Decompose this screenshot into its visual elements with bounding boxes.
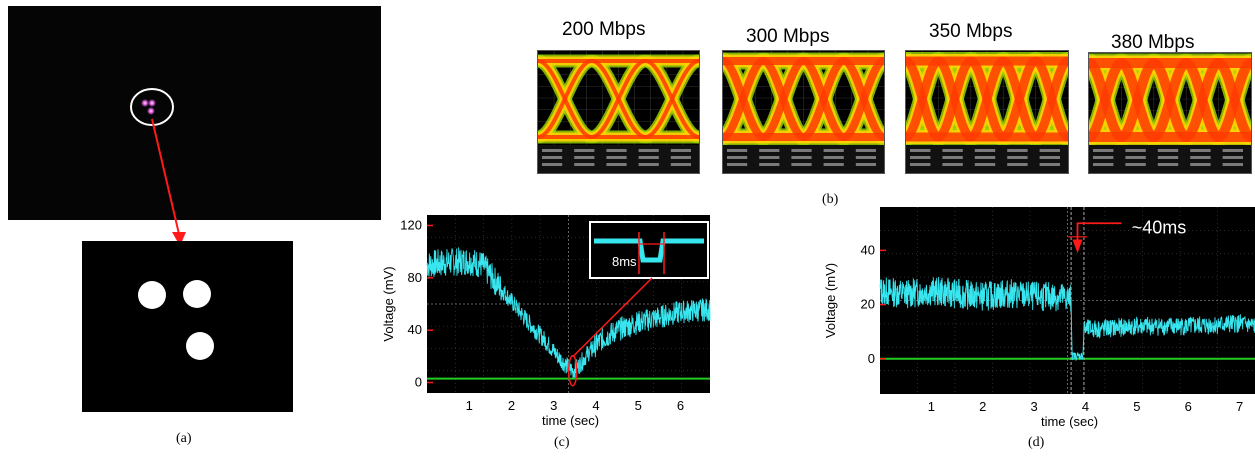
x-tick-label: 2 — [979, 399, 986, 414]
x-tick-label: 4 — [1082, 399, 1089, 414]
y-tick-label: 120 — [400, 217, 422, 232]
caption-b: (b) — [822, 192, 839, 207]
y-tick-label: 40 — [861, 242, 875, 257]
binarized-image — [82, 241, 293, 412]
x-axis-label: time (sec) — [1041, 414, 1098, 429]
eye-traces — [723, 52, 884, 146]
eye-svg — [1089, 53, 1251, 173]
camera-frame — [8, 6, 381, 220]
rate-label-380: 380 Mbps — [1111, 32, 1195, 53]
rate-label-300: 300 Mbps — [746, 26, 830, 47]
caption-a: (a) — [176, 431, 192, 446]
camera-frame-svg — [130, 88, 174, 126]
zoom-inset — [589, 221, 709, 279]
x-tick-label: 1 — [466, 398, 473, 413]
y-tick-label: 20 — [861, 297, 875, 312]
y-tick-label: 80 — [408, 270, 422, 285]
x-tick-label: 7 — [1236, 399, 1243, 414]
x-tick-label: 3 — [1030, 399, 1037, 414]
caption-d: (d) — [1028, 435, 1045, 450]
binary-spot — [186, 332, 214, 360]
x-tick-label: 6 — [677, 398, 684, 413]
x-tick-label: 1 — [928, 399, 935, 414]
chart-d: 0 20 40 1 2 3 4 5 6 7 time (sec) Voltage (mV) ~40ms — [823, 207, 1255, 429]
eye-svg — [723, 51, 884, 173]
eye-diagram-350 — [905, 50, 1069, 174]
x-tick-label: 4 — [592, 398, 599, 413]
x-tick-label: 5 — [635, 398, 642, 413]
rate-label-200: 200 Mbps — [562, 19, 646, 40]
binarized-image-svg — [138, 280, 214, 360]
signal-trace — [879, 277, 1255, 362]
binary-spot — [183, 280, 211, 308]
inset-label: 8ms — [612, 254, 637, 269]
x-tick-label: 3 — [550, 398, 557, 413]
y-tick-label: 0 — [868, 351, 875, 366]
highlight-circle — [130, 88, 174, 126]
led-spot — [147, 107, 155, 115]
rate-label-350: 350 Mbps — [929, 21, 1013, 42]
eye-traces — [906, 52, 1068, 146]
eye-diagram-380 — [1088, 52, 1252, 174]
x-tick-label: 6 — [1185, 399, 1192, 414]
eye-svg — [538, 51, 699, 173]
eye-traces — [538, 54, 699, 144]
x-axis-label: time (sec) — [542, 413, 599, 428]
eye-diagram-200 — [537, 50, 700, 174]
x-tick-label: 2 — [508, 398, 515, 413]
y-axis-label: Voltage (mV) — [381, 266, 396, 341]
inset-connector — [572, 277, 653, 358]
led-spot — [148, 99, 156, 107]
y-tick-label: 40 — [408, 322, 422, 337]
y-tick-label: 0 — [415, 375, 422, 390]
caption-c: (c) — [554, 435, 570, 450]
eye-diagram-300 — [722, 50, 885, 174]
x-tick-label: 5 — [1133, 399, 1140, 414]
y-axis-label: Voltage (mV) — [823, 263, 838, 338]
binary-spot — [138, 281, 166, 309]
chart-c: 0 40 80 120 1 2 3 4 5 6 time (sec) Voltage (mV) 8ms — [381, 215, 711, 428]
eye-traces — [1089, 53, 1251, 147]
led-spot — [141, 99, 149, 107]
duration-label: ~40ms — [1132, 217, 1187, 237]
eye-svg — [906, 51, 1068, 173]
zoom-arrow — [151, 118, 186, 246]
inset-trace — [594, 238, 704, 263]
